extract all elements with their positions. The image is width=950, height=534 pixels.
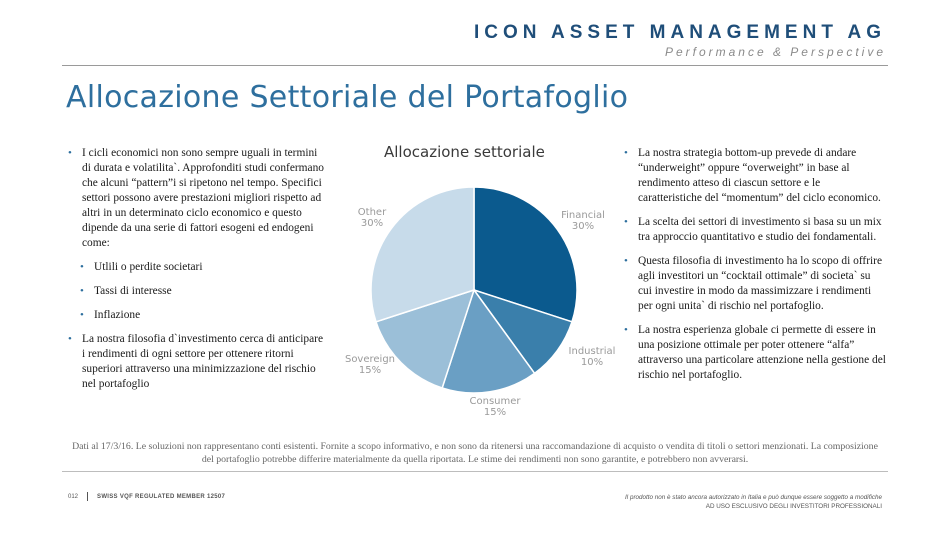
footer-divider (62, 471, 888, 472)
chart-title: Allocazione settoriale (384, 143, 545, 161)
left-bullet-list: I cicli economici non sono sempre uguali… (68, 146, 328, 392)
brand-name: ICON ASSET MANAGEMENT AG (473, 22, 886, 43)
right-bullet: La nostra esperienza globale ci permette… (624, 323, 886, 383)
slice-value-other: 30% (361, 218, 383, 229)
disclaimer: Dati al 17/3/16. Le soluzioni non rappre… (72, 441, 878, 465)
left-bullet: I cicli economici non sono sempre uguali… (68, 146, 328, 251)
pie-slice-other (370, 186, 475, 323)
brand-block: ICON ASSET MANAGEMENT AG Performance & P… (474, 22, 886, 59)
left-bullet: Tassi di interesse (68, 284, 328, 299)
right-bullet-list: La nostra strategia bottom-up prevede di… (624, 146, 886, 383)
left-bullet: Inflazione (68, 308, 328, 323)
member-text: SWISS VQF REGULATED MEMBER 12507 (97, 493, 226, 500)
left-text-column: I cicli economici non sono sempre uguali… (68, 146, 328, 401)
page-number: 012 (68, 493, 79, 500)
left-bullet: Utlili o perdite societari (68, 260, 328, 275)
slice-label-industrial: Industrial (569, 346, 616, 357)
slice-label-other: Other (358, 207, 387, 218)
slice-label-financial: Financial (561, 210, 605, 221)
right-bullet: La nostra strategia bottom-up prevede di… (624, 146, 886, 206)
slice-value-financial: 30% (572, 221, 594, 232)
pie-slice-financial (473, 186, 578, 323)
left-bullet: La nostra filosofia d`investimento cerca… (68, 332, 328, 392)
right-text-column: La nostra strategia bottom-up prevede di… (624, 146, 886, 392)
slice-label-consumer: Consumer (470, 396, 522, 407)
footer-right: Il prodotto non è stato ancora autorizza… (625, 493, 882, 511)
slice-value-consumer: 15% (484, 407, 506, 418)
footer-separator (87, 492, 89, 501)
professional-use-notice: AD USO ESCLUSIVO DEGLI INVESTITORI PROFE… (705, 503, 882, 510)
slice-label-sovereign: Sovereign (345, 354, 395, 365)
page-title: Allocazione Settoriale del Portafoglio (66, 80, 629, 115)
authorization-notice: Il prodotto non è stato ancora autorizza… (625, 494, 882, 501)
slice-value-industrial: 10% (581, 357, 603, 368)
pie-slice-consumer (441, 288, 536, 394)
right-bullet: Questa filosofia di investimento ha lo s… (624, 254, 886, 314)
right-bullet: La scelta dei settori di investimento si… (624, 215, 886, 245)
header-divider (62, 65, 888, 66)
footer-left: 012 SWISS VQF REGULATED MEMBER 12507 (68, 492, 225, 501)
slice-value-sovereign: 15% (359, 365, 381, 376)
brand-tagline: Performance & Perspective (664, 45, 886, 59)
